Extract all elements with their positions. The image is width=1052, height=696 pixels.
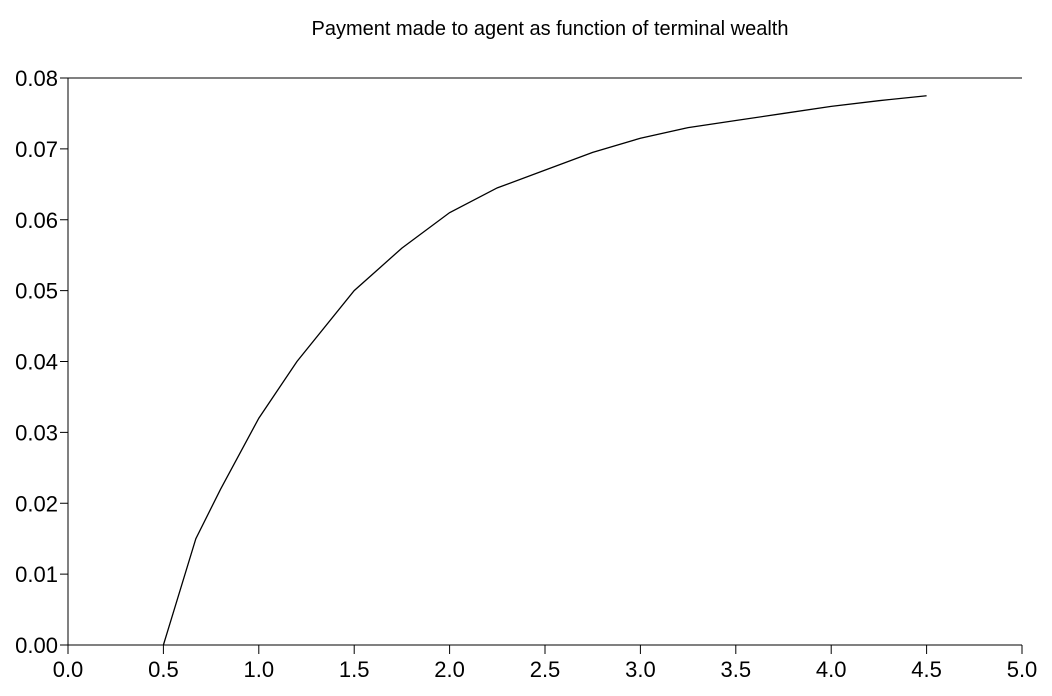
x-tick-label: 3.0 [625,657,656,682]
y-tick-label: 0.00 [15,633,58,658]
y-tick-label: 0.06 [15,208,58,233]
y-tick-label: 0.01 [15,562,58,587]
x-tick-label: 4.0 [816,657,847,682]
x-tick-label: 0.0 [53,657,84,682]
y-tick-label: 0.07 [15,137,58,162]
y-tick-label: 0.08 [15,66,58,91]
y-tick-label: 0.02 [15,491,58,516]
chart-title: Payment made to agent as function of ter… [312,18,789,40]
y-tick-label: 0.05 [15,279,58,304]
line-series [162,95,927,646]
x-tick-label: 2.5 [530,657,561,682]
y-tick-label: 0.03 [15,420,58,445]
x-tick-label: 2.0 [434,657,465,682]
x-tick-label: 1.5 [339,657,370,682]
x-tick-label: 4.5 [911,657,942,682]
x-tick-label: 0.5 [148,657,179,682]
x-tick-label: 5.0 [1007,657,1038,682]
x-tick-label: 3.5 [721,657,752,682]
x-tick-label: 1.0 [244,657,275,682]
y-tick-label: 0.04 [15,350,58,375]
